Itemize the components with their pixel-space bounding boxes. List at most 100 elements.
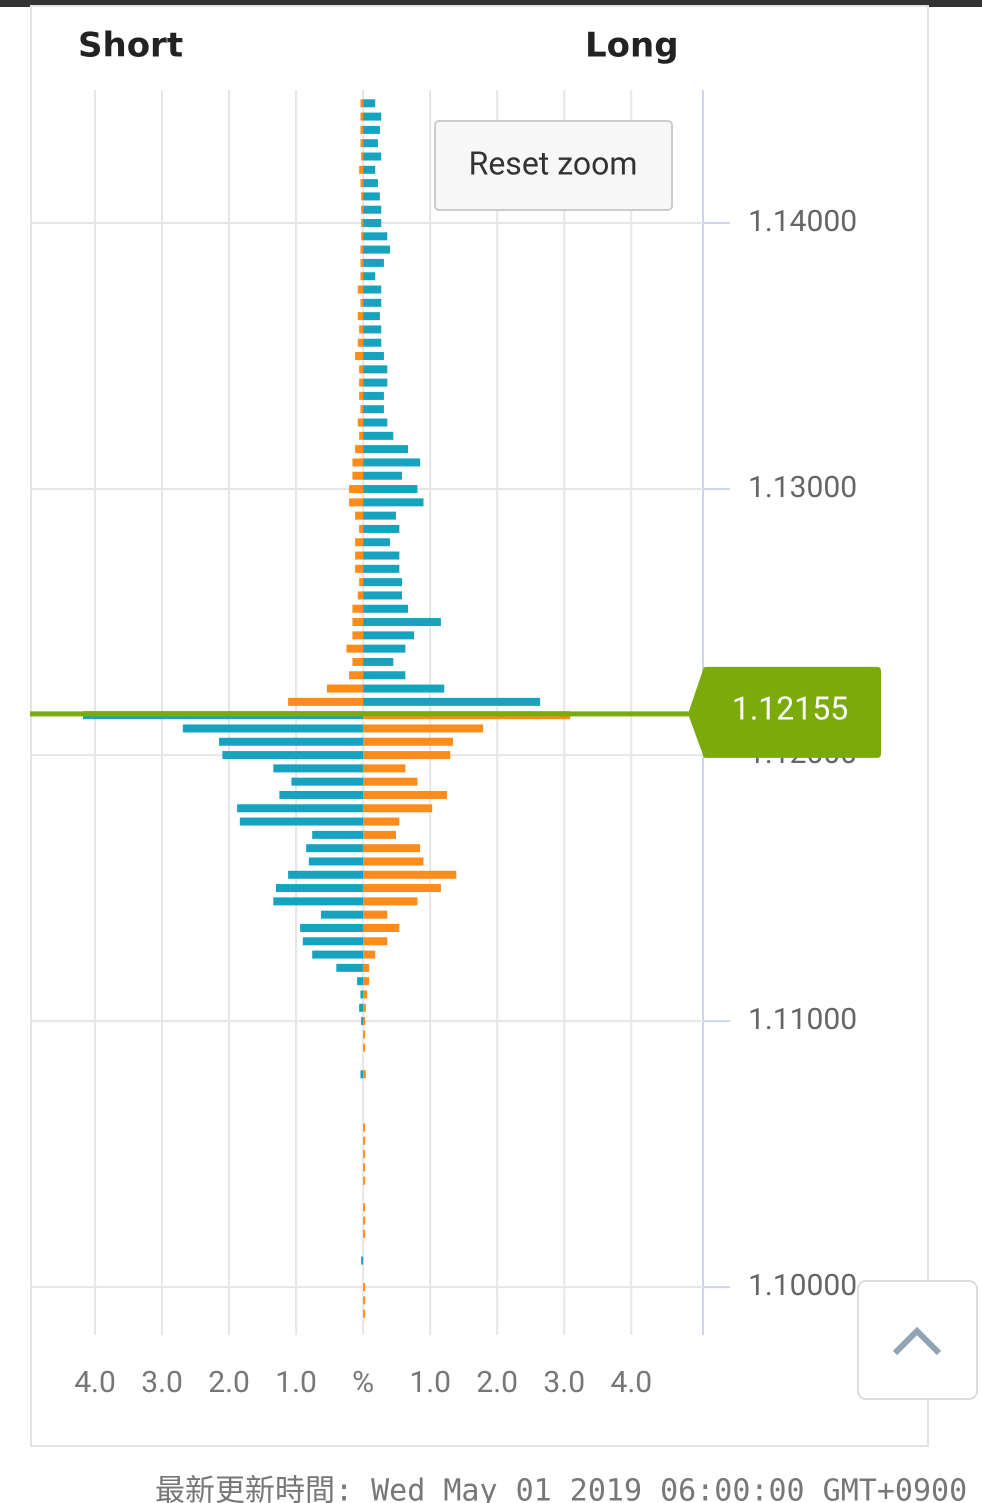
y-tick-label: 1.13000 [748, 470, 857, 505]
bar [363, 1296, 366, 1305]
bar [359, 391, 364, 400]
bar [363, 578, 403, 587]
bar [363, 1043, 366, 1052]
bar [363, 990, 368, 999]
bar [363, 937, 388, 946]
bar [355, 445, 364, 454]
bar [363, 245, 390, 254]
bar [276, 884, 364, 893]
bar [302, 937, 364, 946]
bar [300, 923, 364, 932]
bar [352, 604, 364, 613]
bar [363, 325, 382, 334]
bar [360, 1070, 364, 1079]
bar [326, 684, 364, 693]
bar [359, 1003, 364, 1012]
bar [363, 724, 484, 733]
bar [360, 258, 364, 267]
bar [361, 219, 364, 228]
bar [360, 125, 364, 134]
x-tick-label: % [352, 1365, 374, 1400]
bar [355, 564, 364, 573]
scroll-top-button[interactable] [857, 1280, 978, 1400]
bar [352, 618, 364, 627]
bar [361, 152, 364, 161]
bar [355, 551, 364, 560]
bar [352, 631, 364, 640]
bar [363, 764, 406, 773]
bar [239, 817, 364, 826]
bar [363, 365, 388, 374]
top-bar [0, 0, 982, 7]
bar [363, 298, 382, 307]
current-price-label: 1.12155 [732, 689, 848, 727]
bar [363, 1283, 366, 1292]
bar [359, 578, 364, 587]
bar [363, 139, 378, 148]
bar [360, 405, 364, 414]
bar [363, 697, 541, 706]
bar [312, 830, 364, 839]
bar [363, 897, 418, 906]
bar [363, 804, 433, 813]
bar [363, 591, 403, 600]
bar [219, 737, 364, 746]
bar [363, 1030, 366, 1039]
bar [306, 844, 364, 853]
x-tick-label: 1.0 [409, 1365, 451, 1400]
reset-zoom-box[interactable] [434, 120, 673, 211]
bar [352, 657, 364, 666]
reset-zoom-text[interactable]: Reset zoom [469, 144, 638, 182]
bar [363, 777, 418, 786]
bar [363, 737, 453, 746]
bar [363, 471, 403, 480]
bar [361, 232, 364, 241]
bar [312, 950, 364, 959]
bar [360, 990, 364, 999]
bar [357, 285, 364, 294]
bar [363, 844, 421, 853]
bar [361, 205, 364, 214]
bar [363, 857, 424, 866]
bar [363, 538, 390, 547]
bar [363, 1003, 366, 1012]
bar [363, 1309, 366, 1318]
bar [363, 285, 382, 294]
bar [363, 165, 376, 174]
bar [361, 1256, 364, 1265]
bar [352, 458, 364, 467]
bar [363, 352, 384, 361]
bar [346, 644, 364, 653]
chevron-icon[interactable] [892, 1326, 942, 1356]
bar [363, 1176, 366, 1185]
bar [357, 338, 364, 347]
bar [349, 498, 364, 507]
bar [360, 245, 364, 254]
bar [363, 1017, 366, 1026]
bar [363, 418, 388, 427]
x-tick-label: 1.0 [275, 1365, 317, 1400]
bar [363, 232, 388, 241]
footer: 最新更新時間: Wed May 01 2019 06:00:00 GMT+090… [155, 1474, 967, 1503]
bar [360, 139, 364, 148]
x-tick-label: 3.0 [141, 1365, 183, 1400]
bar [363, 564, 400, 573]
x-tick-label: 2.0 [476, 1365, 518, 1400]
x-tick-label: 2.0 [208, 1365, 250, 1400]
reset-zoom-button[interactable]: Reset zoom [434, 120, 673, 211]
bar [288, 870, 364, 879]
scroll-top-box[interactable] [857, 1280, 978, 1400]
bar [363, 338, 382, 347]
bar [288, 697, 364, 706]
bar [363, 1229, 366, 1238]
bar [357, 312, 364, 321]
bar [359, 524, 364, 533]
bar [363, 963, 370, 972]
bar [360, 112, 364, 121]
bar [363, 431, 394, 440]
bar [363, 977, 370, 986]
x-tick-label: 3.0 [543, 1365, 585, 1400]
bar [363, 205, 382, 214]
bar [359, 325, 364, 334]
